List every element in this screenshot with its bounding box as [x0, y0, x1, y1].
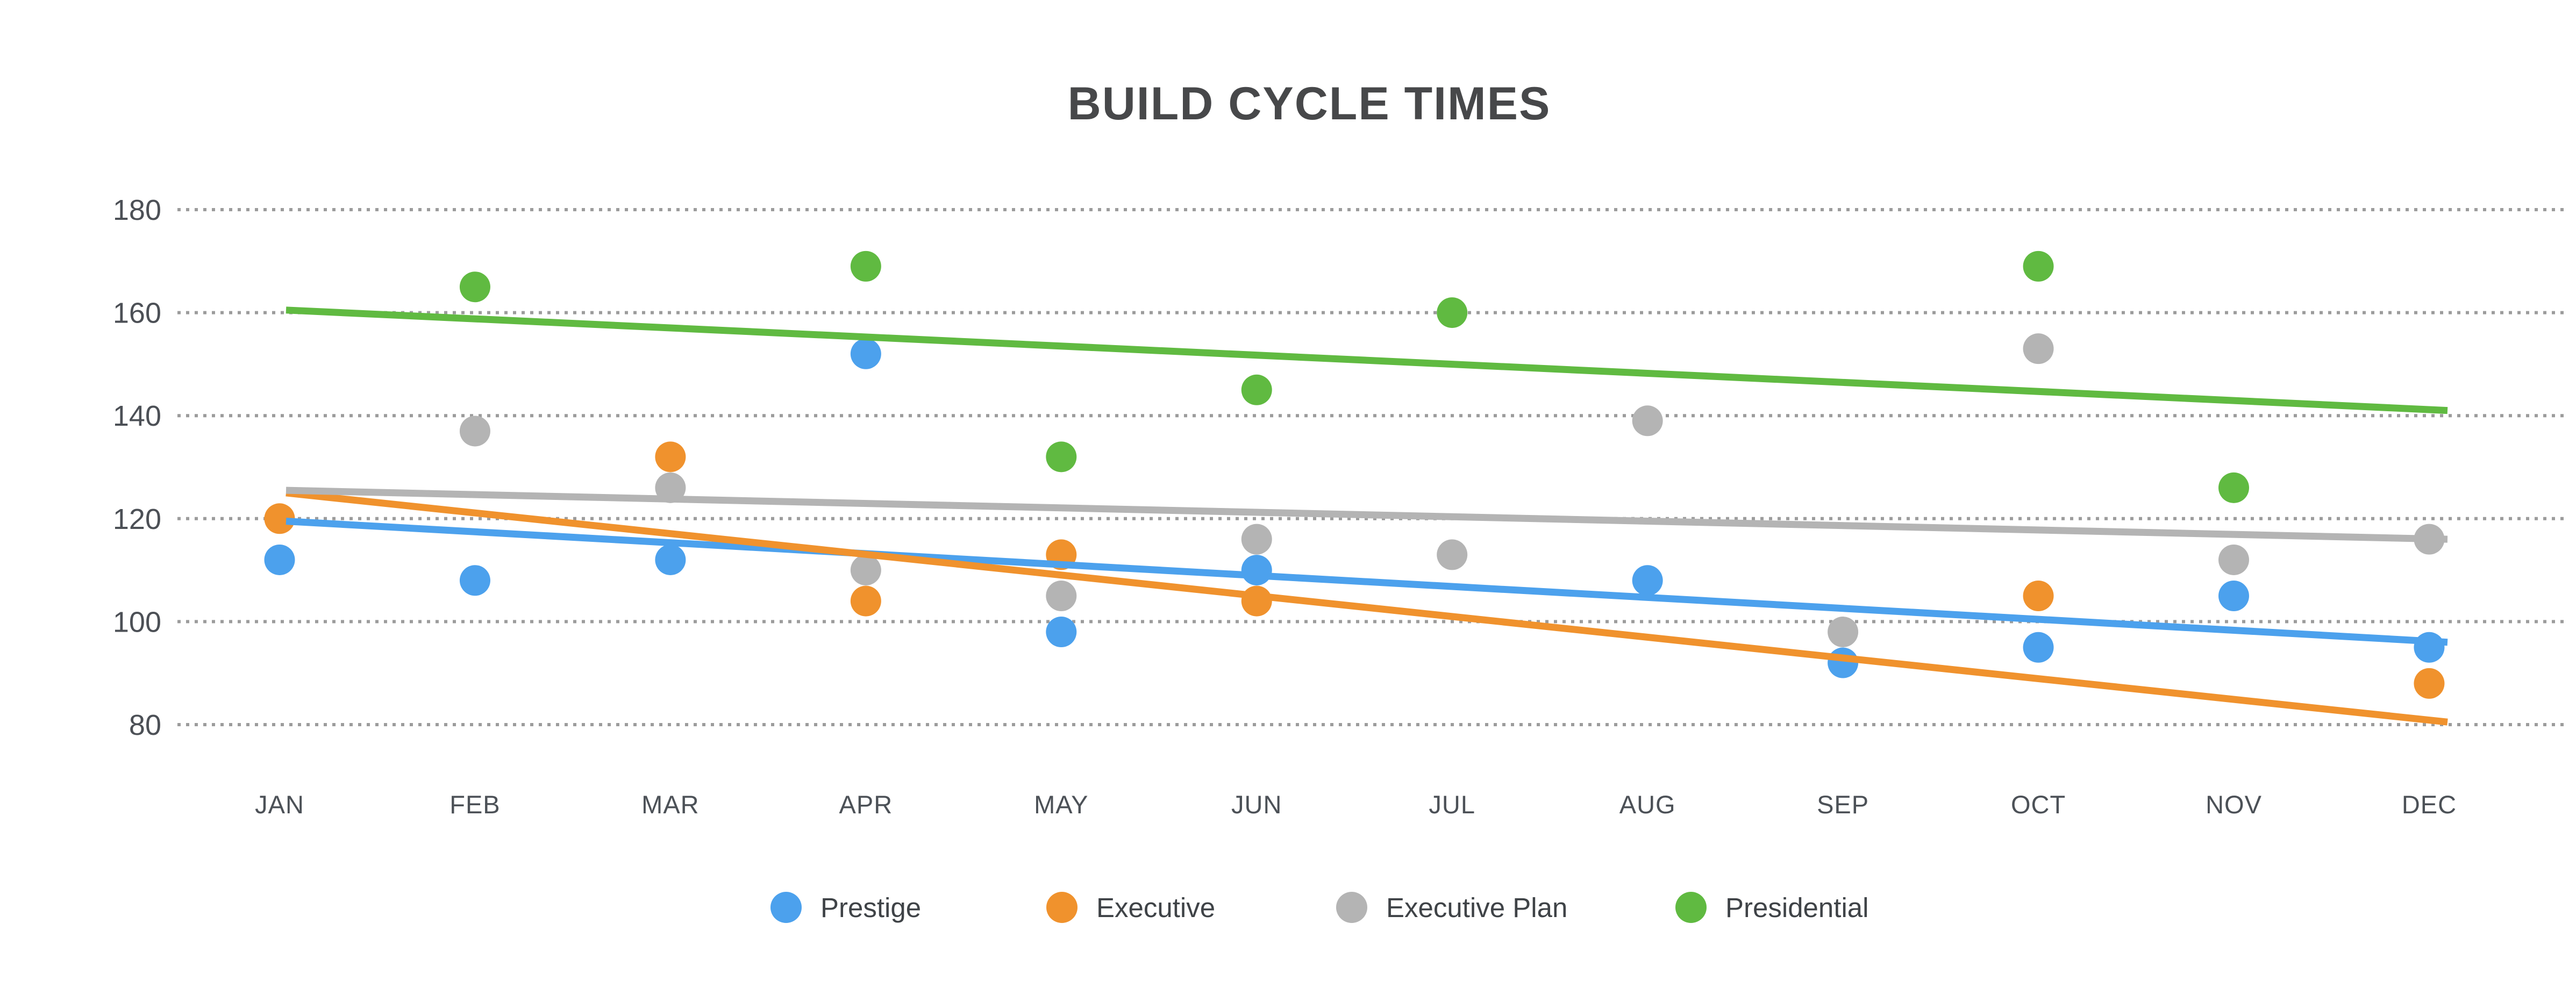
- trendline-executive: [286, 489, 2448, 726]
- x-tick-label-aug: AUG: [1619, 790, 1676, 819]
- legend-swatch-executive: [1046, 892, 1078, 923]
- data-point-presidential-may: [1046, 441, 1077, 473]
- data-point-prestige-feb: [459, 565, 490, 596]
- x-tick-label-mar: MAR: [641, 790, 699, 819]
- legend-swatch-presidential: [1675, 892, 1707, 923]
- data-point-executive-plan-oct: [2023, 333, 2054, 364]
- x-tick-label-sep: SEP: [1817, 790, 1869, 819]
- data-point-presidential-oct: [2023, 251, 2054, 282]
- y-tick-label-100: 100: [113, 606, 161, 638]
- data-point-prestige-mar: [655, 544, 686, 575]
- x-tick-label-jun: JUN: [1231, 790, 1282, 819]
- data-point-executive-oct: [2023, 581, 2054, 611]
- x-tick-label-jul: JUL: [1429, 790, 1475, 819]
- x-tick-label-nov: NOV: [2206, 790, 2262, 819]
- x-tick-label-dec: DEC: [2402, 790, 2457, 819]
- data-point-prestige-dec: [2414, 632, 2445, 663]
- data-point-executive-jun: [1241, 585, 1272, 617]
- legend-swatch-prestige: [770, 892, 802, 923]
- data-point-presidential-nov: [2218, 472, 2249, 503]
- legend-label-prestige: Prestige: [820, 892, 921, 923]
- legend-item-prestige: Prestige: [770, 892, 921, 923]
- data-point-executive-plan-feb: [459, 416, 490, 447]
- data-point-executive-plan-sep: [1828, 617, 1859, 648]
- legend-item-executive: Executive: [1046, 892, 1215, 923]
- trendline-presidential: [286, 306, 2448, 414]
- data-point-executive-mar: [655, 441, 686, 473]
- legend-label-presidential: Presidential: [1725, 892, 1868, 923]
- data-point-executive-apr: [850, 585, 881, 617]
- y-tick-label-80: 80: [129, 709, 161, 741]
- trendline-executive-plan: [286, 486, 2448, 543]
- x-tick-label-apr: APR: [839, 790, 893, 819]
- axis-labels-layer: 180 160 140 120 100 80 JAN FEB MAR APR MAY JUN JUL AU…: [113, 194, 2457, 819]
- x-tick-label-feb: FEB: [449, 790, 500, 819]
- x-tick-label-oct: OCT: [2011, 790, 2066, 819]
- legend-item-presidential: Presidential: [1675, 892, 1868, 923]
- data-point-presidential-jul: [1437, 297, 1468, 328]
- data-point-prestige-jun: [1241, 555, 1272, 586]
- data-point-executive-plan-jul: [1437, 539, 1468, 570]
- legend-swatch-executive-plan: [1336, 892, 1367, 923]
- x-tick-label-may: MAY: [1034, 790, 1088, 819]
- data-point-executive-plan-may: [1046, 581, 1077, 611]
- trendlines-layer: [286, 306, 2448, 726]
- data-point-prestige-jan: [264, 544, 295, 575]
- x-tick-label-jan: JAN: [255, 790, 304, 819]
- legend: Prestige Executive Executive Plan President…: [770, 892, 1868, 923]
- data-point-presidential-jun: [1241, 374, 1272, 405]
- trendline-prestige: [286, 518, 2448, 646]
- data-point-prestige-oct: [2023, 632, 2054, 663]
- chart-title: BUILD CYCLE TIMES: [1068, 78, 1551, 130]
- y-tick-label-180: 180: [113, 194, 161, 226]
- data-point-executive-dec: [2414, 668, 2445, 699]
- data-point-prestige-sep: [1828, 647, 1859, 678]
- y-tick-label-160: 160: [113, 297, 161, 330]
- data-point-executive-plan-nov: [2218, 544, 2249, 575]
- data-point-presidential-apr: [850, 251, 881, 282]
- data-point-prestige-nov: [2218, 581, 2249, 611]
- y-tick-label-140: 140: [113, 400, 161, 432]
- legend-item-executive-plan: Executive Plan: [1336, 892, 1567, 923]
- data-point-prestige-apr: [850, 338, 881, 369]
- data-point-executive-plan-aug: [1632, 405, 1663, 436]
- legend-label-executive: Executive: [1096, 892, 1215, 923]
- y-tick-label-120: 120: [113, 503, 161, 535]
- data-point-executive-plan-apr: [850, 555, 881, 586]
- data-point-prestige-may: [1046, 617, 1077, 648]
- data-point-executive-jan: [264, 503, 295, 534]
- data-point-prestige-aug: [1632, 565, 1663, 596]
- grid-layer: [177, 208, 2565, 726]
- data-points-layer: [264, 251, 2445, 699]
- data-point-executive-plan-jun: [1241, 524, 1272, 555]
- data-point-presidential-feb: [459, 271, 490, 303]
- legend-label-executive-plan: Executive Plan: [1386, 892, 1567, 923]
